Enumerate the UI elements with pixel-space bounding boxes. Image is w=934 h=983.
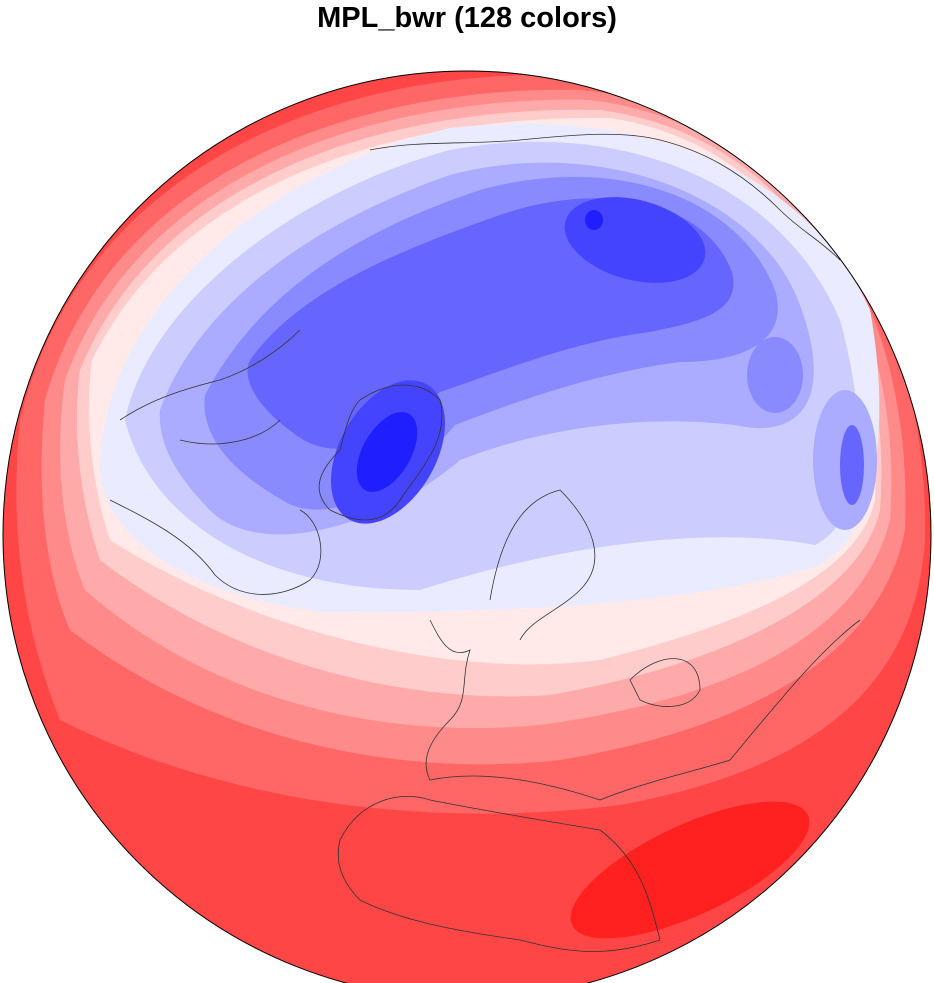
contour-fill — [3, 71, 931, 983]
coastline-africa — [337, 796, 661, 952]
band-deep-blue-greenland — [356, 412, 418, 492]
band-mid-blue-east — [840, 425, 864, 505]
coastline-greenland — [318, 384, 443, 521]
coastlines — [109, 133, 861, 952]
band-deep-blue-siberia — [585, 210, 603, 230]
coastline-eurasia — [425, 489, 861, 801]
coastline-siberia — [369, 133, 841, 261]
band-deep-red — [570, 801, 810, 939]
band-light-blue-east — [747, 337, 803, 413]
map-title: MPL_bwr (128 colors) — [317, 2, 617, 34]
coastline-north-america — [109, 329, 322, 595]
globe-outline — [2, 70, 932, 983]
